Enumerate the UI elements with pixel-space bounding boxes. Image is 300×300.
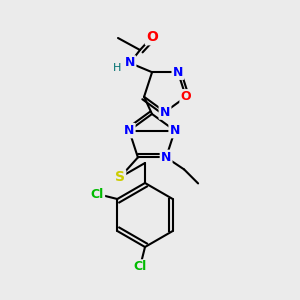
Text: Cl: Cl (91, 188, 104, 200)
Text: N: N (169, 124, 180, 137)
Text: Cl: Cl (134, 260, 147, 274)
Text: N: N (173, 66, 183, 79)
Text: O: O (146, 30, 158, 44)
Text: O: O (181, 90, 191, 103)
Text: S: S (115, 170, 125, 184)
Text: N: N (124, 124, 134, 137)
Text: N: N (125, 56, 135, 70)
Text: H: H (113, 63, 121, 73)
Text: N: N (161, 151, 171, 164)
Text: N: N (160, 106, 170, 118)
